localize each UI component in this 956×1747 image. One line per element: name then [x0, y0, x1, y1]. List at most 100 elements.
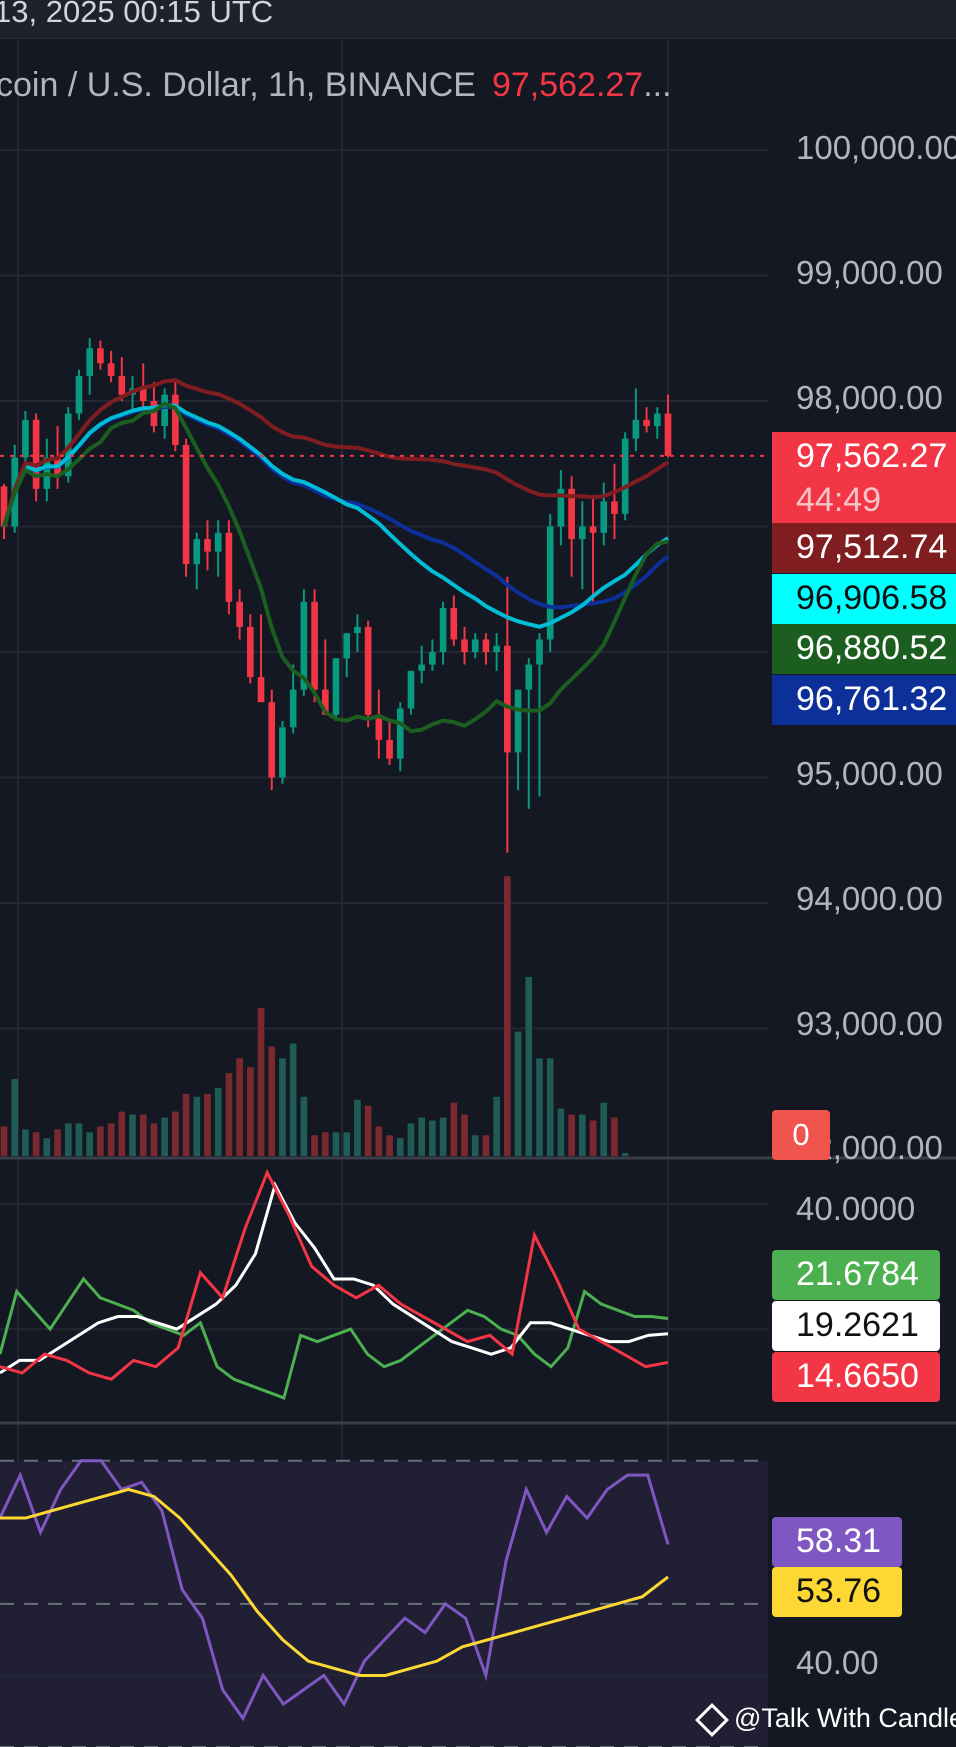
candle-body	[579, 526, 586, 540]
dmi-tick-40: 40.0000	[796, 1190, 916, 1227]
volume-bar	[268, 1046, 276, 1156]
rsi-ma-tag: 53.76	[772, 1567, 902, 1617]
candle-body	[300, 601, 308, 690]
volume-bar	[600, 1102, 608, 1156]
date-header: 13, 2025 00:15 UTC	[0, 0, 956, 39]
candle-body	[311, 601, 318, 690]
volume-bar	[311, 1135, 318, 1156]
volume-bar	[289, 1043, 297, 1156]
candle-body	[268, 702, 276, 778]
volume-bar	[525, 976, 533, 1156]
volume-bar	[364, 1105, 372, 1156]
volume-bar	[611, 1117, 618, 1156]
watermark: @Talk With Candle	[695, 1702, 956, 1737]
volume-bar	[343, 1132, 351, 1156]
dmi-plus-tag: 21.6784	[772, 1250, 940, 1300]
candle-body	[396, 708, 404, 759]
volume-bar	[236, 1058, 243, 1156]
candle-body	[332, 658, 340, 715]
symbol-legend[interactable]: coin / U.S. Dollar, 1h, BINANCE 97,562.27…	[0, 66, 672, 105]
volume-bar	[118, 1111, 126, 1156]
rsi-line	[0, 1459, 670, 1722]
volume-bar	[139, 1114, 147, 1156]
price-tick-99000: 99,000.00	[796, 254, 943, 291]
candle-body	[632, 419, 640, 439]
rsi-ma-line	[0, 1487, 669, 1677]
candle-body	[22, 419, 29, 458]
volume-bar	[354, 1099, 361, 1156]
bar-countdown: 44:49	[796, 481, 882, 519]
candle-body	[611, 501, 618, 514]
volume-bar	[439, 1117, 447, 1156]
watermark-text: @Talk With Candle	[734, 1703, 956, 1733]
volume-bar	[407, 1123, 415, 1156]
volume-bar	[321, 1132, 329, 1156]
candle-body	[504, 645, 511, 753]
volume-bar	[172, 1111, 179, 1156]
candle-body	[193, 539, 201, 565]
candle-body	[439, 608, 447, 652]
ma-cyan-line	[2, 403, 670, 629]
symbol-title: coin / U.S. Dollar, 1h, BINANCE	[0, 66, 476, 104]
candle-body	[407, 670, 415, 709]
ma-green-line	[2, 401, 669, 734]
price-tick-100000: 100,000.00	[796, 129, 956, 166]
candle-body	[204, 539, 211, 552]
volume-bar	[150, 1123, 158, 1156]
candle-body	[375, 714, 383, 740]
volume-bar	[546, 1058, 554, 1156]
candle-body	[568, 488, 575, 540]
volume-bar	[300, 1096, 308, 1156]
candle-body	[161, 394, 168, 427]
volume-bar	[107, 1123, 115, 1156]
candle-body	[589, 526, 597, 533]
price-tick-95000: 95,000.00	[796, 755, 943, 792]
ma-cyan-tag: 96,906.58	[772, 574, 956, 624]
volume-bar	[86, 1132, 93, 1156]
date-text: 13, 2025 00:15 UTC	[0, 0, 274, 29]
volume-bar	[536, 1058, 543, 1156]
dmi-adx-line	[0, 1181, 669, 1375]
candle-body	[461, 639, 468, 652]
candle-body	[0, 486, 8, 527]
candle-body	[643, 419, 650, 427]
candle-body	[493, 645, 500, 652]
candle-body	[107, 363, 115, 376]
candle-body	[471, 639, 479, 652]
candle-body	[118, 375, 126, 395]
candle-body	[429, 652, 436, 665]
candle-body	[97, 348, 104, 364]
volume-bar	[471, 1135, 479, 1156]
candle-body	[236, 601, 243, 627]
candle-body	[653, 413, 661, 427]
last-price-value: 97,562.27	[796, 437, 948, 475]
volume-bar	[568, 1114, 575, 1156]
volume-bar	[257, 1008, 265, 1156]
candle-body	[525, 664, 533, 690]
candle-body	[386, 739, 393, 759]
volume-bar	[129, 1114, 136, 1156]
volume-bar	[450, 1102, 458, 1156]
rsi-tick-40: 40.00	[796, 1644, 879, 1681]
volume-bar	[621, 1153, 629, 1156]
candle-body	[482, 639, 490, 652]
price-tick-98000: 98,000.00	[796, 379, 943, 416]
volume-bar	[557, 1108, 565, 1156]
dmi-adx-tag: 19.2621	[772, 1301, 940, 1351]
volume-bar	[429, 1120, 436, 1156]
candle-body	[621, 438, 629, 514]
candle-body	[536, 639, 543, 665]
volume-bar	[579, 1114, 586, 1156]
volume-bar	[193, 1096, 201, 1156]
volume-bar	[22, 1129, 29, 1156]
binance-logo-icon	[695, 1702, 729, 1737]
ma-darkred-tag: 97,512.74	[772, 523, 956, 573]
candle-body	[225, 532, 233, 602]
volume-bar	[214, 1087, 222, 1156]
volume-bar	[247, 1067, 254, 1156]
candle-body	[289, 689, 297, 728]
candle-body	[450, 608, 458, 640]
volume-bar	[204, 1093, 211, 1156]
volume-bar	[54, 1129, 61, 1156]
